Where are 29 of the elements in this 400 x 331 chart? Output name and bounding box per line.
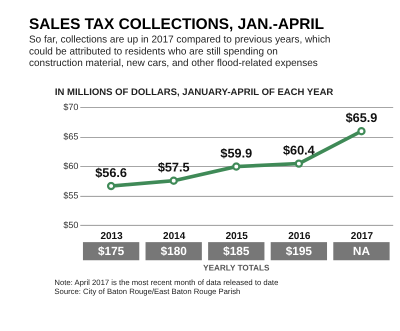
point [357,127,366,136]
point [106,182,116,190]
chart-title: SALES TAX COLLECTIONS, JAN.-APRIL [29,16,324,34]
data-label: $56.6 [95,166,127,180]
x-tick-label: 2015 [226,230,248,242]
y-tick-label: $70 [63,102,78,112]
x-tick-label: 2014 [163,230,186,242]
x-tick-label: 2013 [100,230,124,242]
y-tick-label: $60 [63,161,78,172]
x-tick-label: 2017 [350,230,374,242]
text: $195 [286,244,312,258]
data-label: $59.9 [220,146,252,160]
text: NA [352,244,370,258]
chart-subtitle: So far, collections are up in 2017 compared to previous years, which could be attributed to residents who are still spending on construction material, new cars, and other flood-related expenses [29,34,330,70]
point [294,159,304,168]
text: $180 [160,244,188,258]
data-label: $60.4 [282,144,315,158]
point [170,176,178,185]
data-label: $65.9 [346,111,378,126]
data-label: $57.5 [158,160,190,175]
x-tick-label: 2016 [288,230,311,242]
y-tick-label: $50 [63,220,78,230]
text: YEARLY TOTALS [203,263,270,272]
text: $185 [223,244,250,258]
text: $175 [98,244,125,258]
y-axis-title: IN MILLIONS OF DOLLARS, JANUARY-APRIL OF EACH YEAR [54,86,334,98]
point [232,162,240,171]
y-tick-label: $55 [63,190,78,201]
y-tick-label: $65 [63,132,78,142]
